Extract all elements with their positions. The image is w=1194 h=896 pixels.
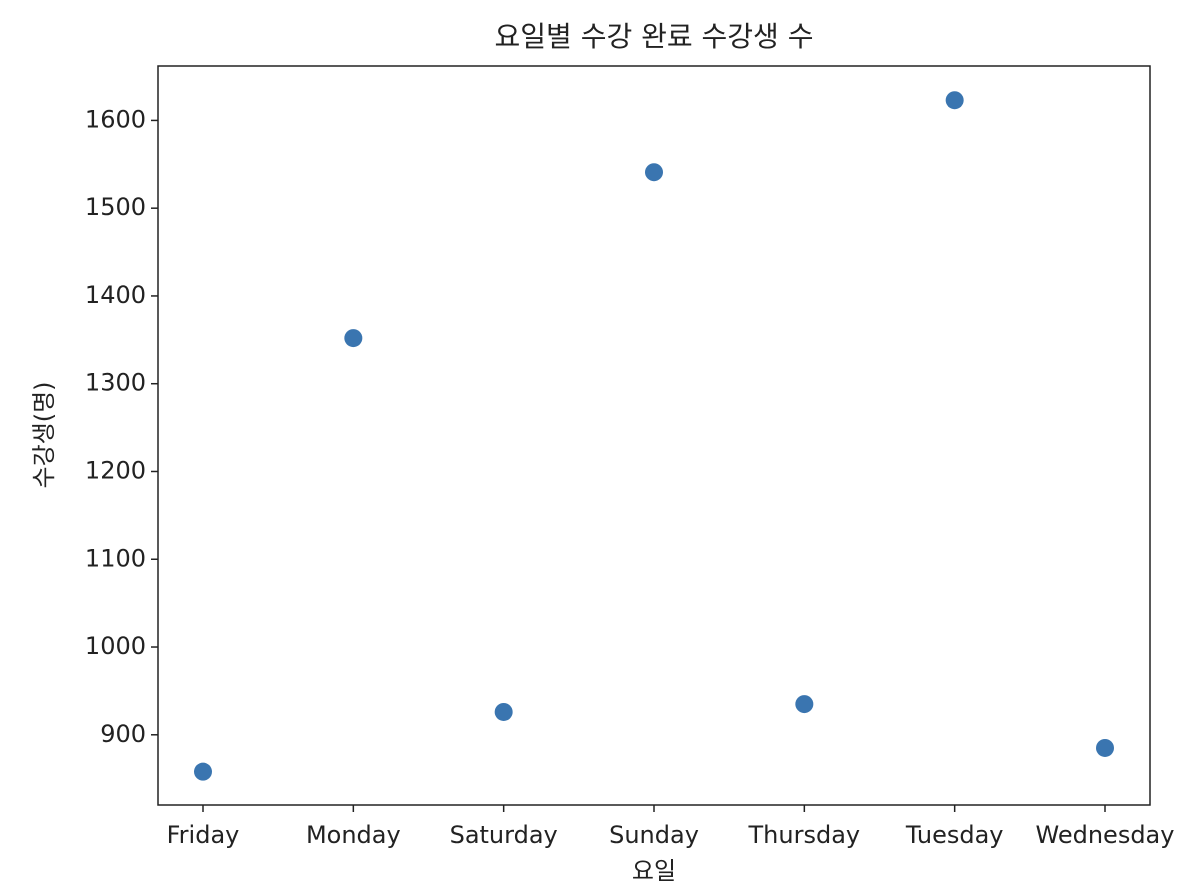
y-tick-label: 1400 xyxy=(85,281,146,309)
point xyxy=(945,91,964,110)
y-tick-label: 1000 xyxy=(85,632,146,660)
x-tick-label: Sunday xyxy=(609,821,699,849)
x-axis-label: 요일 xyxy=(632,857,676,885)
x-tick-label: Friday xyxy=(167,821,240,849)
chart-title: 요일별 수강 완료 수강생 수 xyxy=(495,20,814,53)
x-tick-label: Tuesday xyxy=(905,821,1004,849)
point xyxy=(645,163,663,182)
point xyxy=(344,329,363,348)
x-tick-label: Monday xyxy=(306,821,401,849)
y-tick-label: 1300 xyxy=(85,369,146,397)
y-axis-label: 수강생(명) xyxy=(30,381,58,488)
x-tick-label: Wednesday xyxy=(1036,821,1175,849)
x-tick-label: Saturday xyxy=(450,821,558,849)
point xyxy=(194,762,212,781)
x-tick-label: Thursday xyxy=(748,821,861,849)
point xyxy=(795,695,814,714)
point xyxy=(494,702,513,721)
point xyxy=(1096,738,1114,757)
y-tick-label: 900 xyxy=(100,720,146,748)
y-tick-label: 1200 xyxy=(85,456,146,484)
y-tick-label: 1100 xyxy=(85,544,146,572)
y-tick-label: 1600 xyxy=(85,105,146,133)
y-tick-label: 1500 xyxy=(85,193,146,221)
